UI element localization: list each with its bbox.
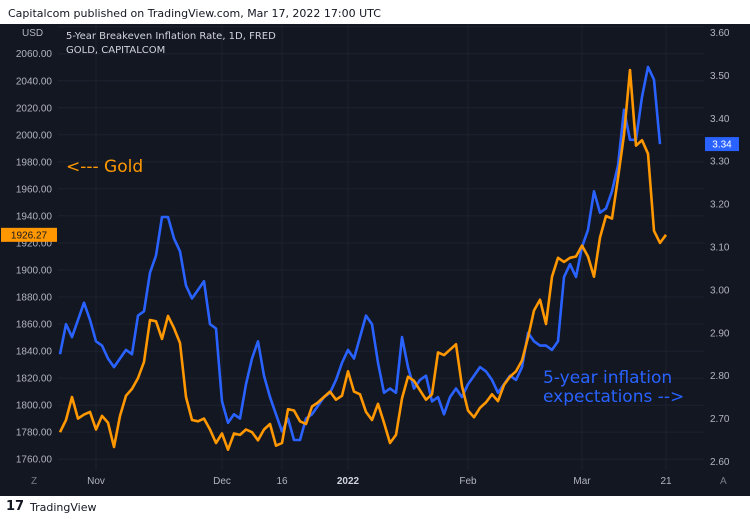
inflation-line — [58, 65, 662, 442]
left-tick-label: 1800.00 — [16, 401, 53, 412]
legend-gold: GOLD, CAPITALCOM — [66, 45, 165, 56]
x-tick-label: Nov — [87, 476, 105, 487]
left-tick-label: 1900.00 — [16, 265, 53, 276]
x-tick-label: 16 — [276, 476, 288, 487]
published-text: Capitalcom published on TradingView.com,… — [8, 7, 381, 20]
left-tick-label: 1920.00 — [16, 238, 53, 249]
annotation-inflation-1: 5-year inflation — [543, 368, 672, 388]
auto-scale-left-button[interactable]: Z — [31, 476, 37, 487]
gold-line — [58, 68, 668, 452]
left-tick-label: 1780.00 — [16, 428, 53, 439]
series-lines — [58, 65, 668, 452]
right-axis[interactable]: 2.60 2.70 2.80 2.90 3.00 3.10 3.20 3.30 3.40 3.50… — [710, 28, 730, 468]
right-tick-label: 2.60 — [710, 457, 730, 468]
inflation-last-value: 3.34 — [712, 140, 732, 151]
left-axis: 1760.00 1780.00 1800.00 1820.00 1840.00 1860.… — [16, 49, 53, 465]
gold-last-value-box — [1, 227, 57, 242]
left-tick-label: 1820.00 — [16, 374, 53, 385]
x-tick-label: Mar — [573, 476, 591, 487]
tradingview-logo-icon[interactable]: 17 — [6, 499, 25, 514]
last-value-labels: 1926.27 3.34 — [1, 137, 739, 242]
right-tick-label: 3.50 — [710, 71, 730, 82]
x-tick-label: Feb — [459, 476, 477, 487]
x-tick-label: Dec — [213, 476, 231, 487]
right-tick-label: 3.60 — [710, 28, 730, 39]
left-tick-label: 2040.00 — [16, 76, 53, 87]
left-tick-label: 1860.00 — [16, 320, 53, 331]
left-tick-label: 2060.00 — [16, 49, 53, 60]
left-tick-label: 1960.00 — [16, 184, 53, 195]
right-tick-label: 3.10 — [710, 243, 730, 254]
right-tick-label: 3.20 — [710, 200, 730, 211]
legend-title: 5-Year Breakeven Inflation Rate, 1D, FRE… — [66, 31, 276, 42]
annotation-inflation-2: expectations --> — [543, 387, 684, 407]
left-tick-label: 1980.00 — [16, 157, 53, 168]
left-tick-label: 1880.00 — [16, 293, 53, 304]
left-tick-label: 1940.00 — [16, 211, 53, 222]
right-tick-label: 2.90 — [710, 328, 730, 339]
right-tick-label: 2.80 — [710, 371, 730, 382]
auto-scale-right-button[interactable]: A — [720, 476, 727, 487]
right-tick-label: 3.30 — [710, 157, 730, 168]
published-header: Capitalcom published on TradingView.com,… — [0, 0, 750, 24]
left-tick-label: 1760.00 — [16, 455, 53, 466]
left-tick-label: 2020.00 — [16, 103, 53, 114]
left-tick-label: 2000.00 — [16, 130, 53, 141]
inflation-last-value-box — [705, 137, 739, 152]
footer: 17 TradingView — [0, 496, 750, 519]
right-tick-label: 2.70 — [710, 414, 730, 425]
right-tick-label: 3.40 — [710, 114, 730, 125]
price-chart[interactable]: 1760.00 1780.00 1800.00 1820.00 1840.00 1860.… — [0, 24, 750, 496]
time-axis[interactable]: Nov Dec 16 2022 Feb Mar 21 — [87, 476, 672, 487]
left-axis-unit: USD — [22, 28, 43, 39]
gold-last-value: 1926.27 — [11, 230, 48, 241]
left-axis-panel — [0, 24, 58, 496]
x-tick-label: 2022 — [337, 476, 360, 487]
left-tick-label: 1840.00 — [16, 347, 53, 358]
plot-area[interactable] — [58, 24, 704, 470]
x-tick-label: 21 — [660, 476, 672, 487]
right-tick-label: 3.00 — [710, 285, 730, 296]
annotation-gold: <--- Gold — [66, 157, 143, 177]
tradingview-brand[interactable]: TradingView — [30, 501, 97, 514]
